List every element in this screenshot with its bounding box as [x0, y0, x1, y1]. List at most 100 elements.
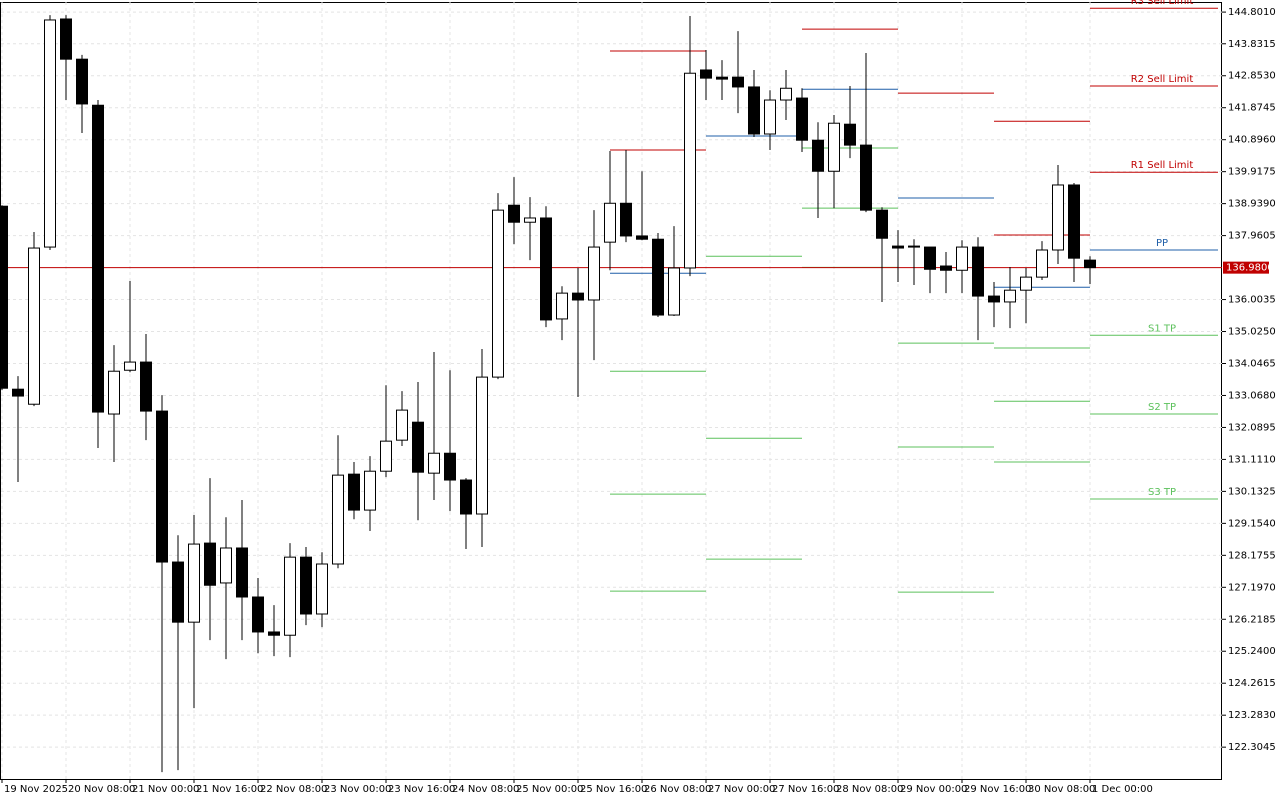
candle-body	[204, 542, 216, 586]
y-tick-label: 138.9390	[1228, 199, 1276, 210]
candle-body	[364, 470, 376, 511]
x-tick-label: 29 Nov 16:00	[964, 784, 1031, 795]
x-tick-label: 21 Nov 16:00	[196, 784, 263, 795]
candle-body	[924, 246, 936, 270]
x-tick-label: 27 Nov 16:00	[772, 784, 839, 795]
candle-body	[268, 631, 280, 636]
x-tick-label: 28 Nov 08:00	[836, 784, 903, 795]
pivot-label: S3 TP	[1148, 487, 1176, 498]
candle-body	[460, 479, 472, 515]
candle-body	[252, 596, 264, 633]
candle-body	[764, 99, 776, 135]
y-tick-label: 123.2830	[1228, 710, 1276, 721]
candle-body	[812, 139, 824, 172]
candle-body	[780, 87, 792, 101]
candle-body	[940, 265, 952, 271]
candle-body	[1004, 289, 1016, 303]
y-tick-label: 133.0680	[1228, 390, 1276, 401]
pivot-label: R1 Sell Limit	[1131, 160, 1194, 171]
x-tick-label: 26 Nov 08:00	[644, 784, 711, 795]
y-tick-label: 125.2400	[1228, 646, 1276, 657]
y-tick-label: 144.8010	[1228, 7, 1276, 18]
candle-body	[92, 104, 104, 413]
y-tick-label: 127.1970	[1228, 582, 1276, 593]
y-tick-label: 131.1110	[1228, 454, 1276, 465]
candle-body	[700, 69, 712, 79]
candle-body	[236, 547, 248, 598]
y-tick-label: 126.2185	[1228, 614, 1276, 625]
candle-body	[1052, 184, 1064, 251]
y-tick-label: 143.8315	[1228, 39, 1276, 50]
candle-body	[140, 361, 152, 412]
candle-body	[412, 421, 424, 473]
candle-body	[524, 217, 536, 223]
candle-body	[1084, 259, 1096, 269]
x-tick-label: 30 Nov 08:00	[1028, 784, 1095, 795]
candle-body	[716, 76, 728, 80]
candle-body	[508, 204, 520, 223]
candle-body	[972, 246, 984, 297]
candle-body	[444, 452, 456, 481]
candle-body	[28, 247, 40, 405]
candle-body	[300, 556, 312, 615]
y-tick-label: 135.0250	[1228, 327, 1276, 338]
candle-body	[620, 202, 632, 237]
candle-body	[828, 122, 840, 172]
candle-body	[652, 238, 664, 316]
candle-body	[556, 292, 568, 320]
x-tick-label: 19 Nov 2025	[4, 784, 68, 795]
candle-body	[1036, 249, 1048, 278]
candle-body	[108, 370, 120, 415]
candle-body	[44, 19, 56, 248]
candle-body	[316, 563, 328, 615]
y-tick-label: 136.0035	[1228, 295, 1276, 306]
y-tick-label: 141.8745	[1228, 103, 1276, 114]
candle-body	[12, 388, 24, 397]
y-tick-label: 139.9175	[1228, 167, 1276, 178]
candle-body	[668, 267, 680, 316]
y-tick-label: 132.0895	[1228, 422, 1276, 433]
candle-body	[892, 245, 904, 249]
candle-body	[220, 547, 232, 584]
x-tick-label: 21 Nov 00:00	[132, 784, 199, 795]
pivot-label: PP	[1156, 238, 1168, 249]
candle-body	[172, 561, 184, 623]
x-tick-label: 1 Dec 00:00	[1092, 784, 1153, 795]
y-tick-label: 130.1325	[1228, 486, 1276, 497]
candle-body	[332, 474, 344, 565]
candle-body	[540, 217, 552, 321]
candle-body	[492, 209, 504, 378]
y-tick-label: 128.1755	[1228, 550, 1276, 561]
candle-body	[0, 205, 8, 389]
candle-body	[476, 376, 488, 515]
y-tick-label: 134.0465	[1228, 358, 1276, 369]
candle-body	[636, 235, 648, 240]
x-tick-label: 27 Nov 00:00	[708, 784, 775, 795]
y-tick-label: 122.3045	[1228, 742, 1276, 753]
pivot-label: R2 Sell Limit	[1131, 74, 1194, 85]
candle-body	[748, 86, 760, 135]
candle-body	[428, 452, 440, 474]
x-tick-label: 25 Nov 16:00	[580, 784, 647, 795]
x-tick-label: 23 Nov 16:00	[388, 784, 455, 795]
candle-body	[124, 361, 136, 371]
candle-body	[876, 209, 888, 239]
pivot-label: S2 TP	[1148, 402, 1176, 413]
y-tick-label: 124.2615	[1228, 678, 1276, 689]
x-tick-label: 20 Nov 08:00	[68, 784, 135, 795]
x-tick-label: 29 Nov 00:00	[900, 784, 967, 795]
candle-body	[60, 18, 72, 60]
candle-body	[588, 246, 600, 301]
x-tick-label: 22 Nov 08:00	[260, 784, 327, 795]
candle-body	[1020, 276, 1032, 291]
candle-body	[604, 202, 616, 243]
y-tick-label: 137.9605	[1228, 231, 1276, 242]
candle-body	[572, 292, 584, 301]
candle-body	[348, 473, 360, 511]
plot-frame	[0, 2, 1222, 780]
candle-body	[188, 543, 200, 623]
current-price-box	[1223, 261, 1269, 274]
candle-body	[732, 76, 744, 88]
